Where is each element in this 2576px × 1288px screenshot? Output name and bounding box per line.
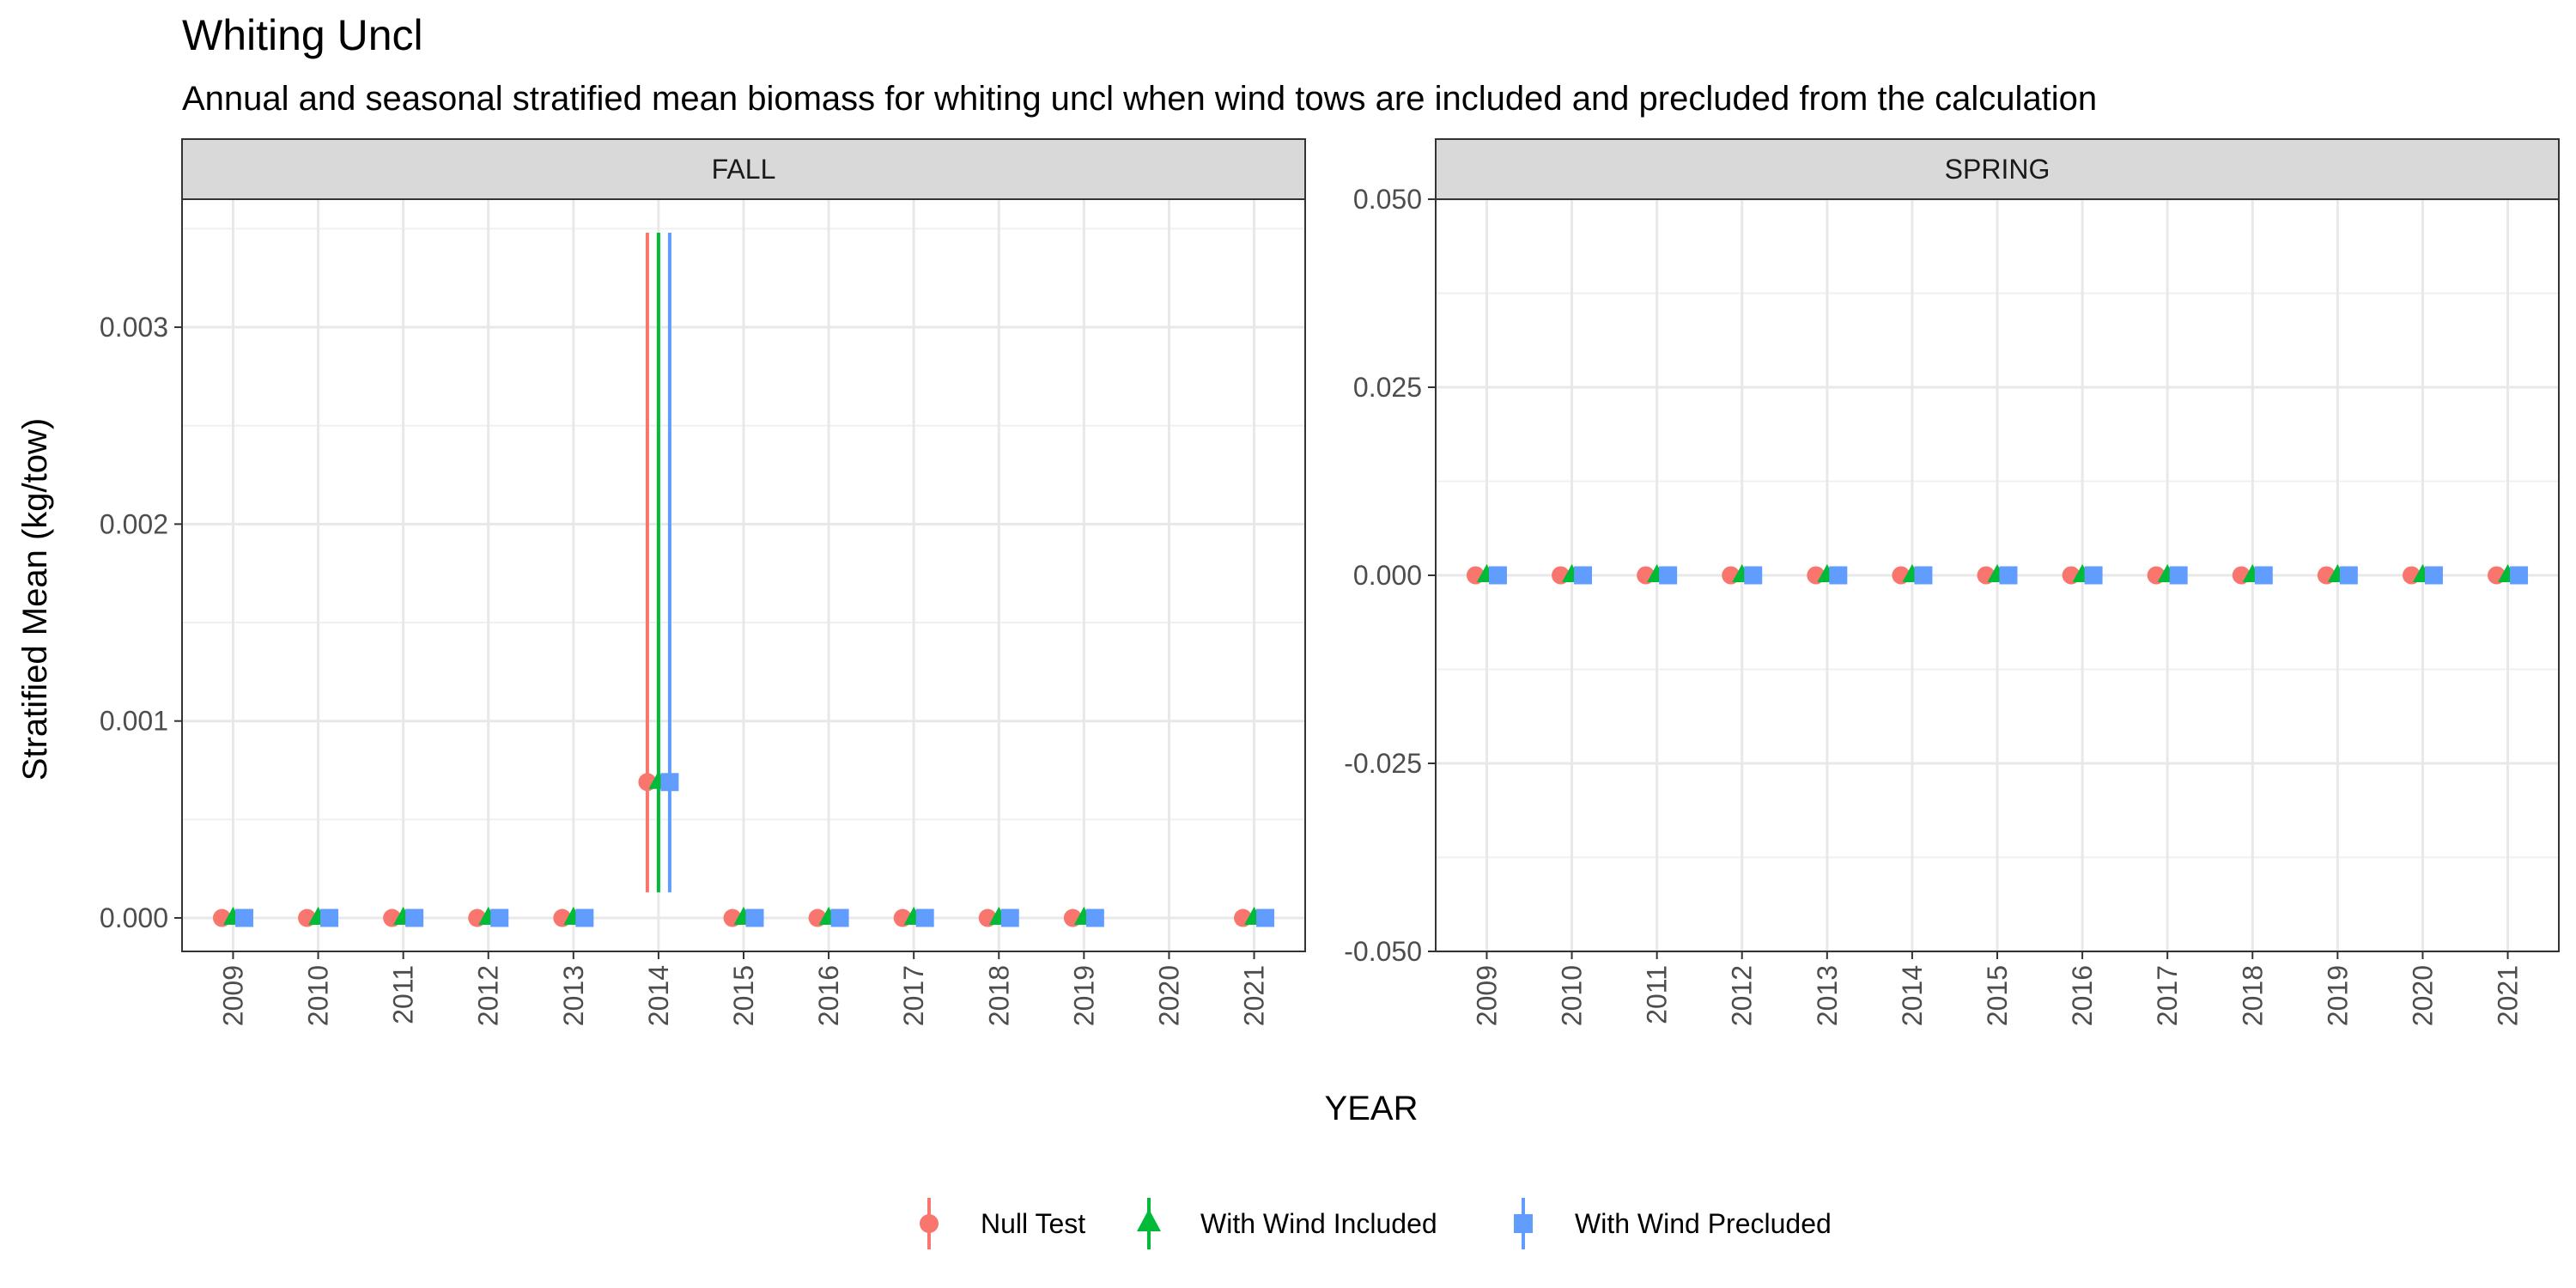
y-tick-label: -0.050 [1344, 936, 1422, 967]
data-point-wind-precluded [915, 908, 934, 927]
x-tick-label: 2019 [2322, 965, 2353, 1026]
y-tick-label: 0.000 [1353, 560, 1422, 591]
x-tick-label: 2009 [217, 965, 248, 1026]
panel-fall: FALL 0.000 0.001 0.002 0.003 2009 2010 2011 2012… [100, 138, 1306, 1026]
facet-strip-label: FALL [712, 154, 776, 185]
legend-label: With Wind Included [1200, 1208, 1437, 1239]
data-point-wind-precluded [490, 908, 509, 927]
x-tick-label: 2017 [898, 965, 929, 1026]
data-point-wind-precluded [1085, 908, 1104, 927]
x-tick-label: 2011 [388, 965, 419, 1024]
x-tick-label: 2013 [558, 965, 589, 1026]
facet-panels: FALL 0.000 0.001 0.002 0.003 2009 2010 2011 2012… [100, 138, 2560, 1026]
data-point-wind-precluded [320, 908, 339, 927]
legend-entry: With Wind Precluded [1514, 1198, 1832, 1249]
data-point-wind-precluded [1999, 566, 2018, 585]
y-tick-label: 0.003 [100, 312, 168, 343]
x-axis-title: YEAR [1325, 1090, 1419, 1127]
x-tick-label: 2018 [2237, 965, 2268, 1026]
chart-title: Whiting Uncl [182, 11, 423, 59]
x-tick-label: 2016 [2067, 965, 2098, 1026]
x-tick-label: 2019 [1068, 965, 1099, 1026]
data-point-wind-precluded [1829, 566, 1848, 585]
x-tick-label: 2020 [2407, 965, 2438, 1026]
y-tick-label: 0.001 [100, 706, 168, 737]
legend-entry: With Wind Included [1137, 1198, 1437, 1249]
facet-strip-label: SPRING [1945, 154, 2050, 185]
x-tick-label: 2010 [303, 965, 334, 1026]
legend: Null Test With Wind Included With Wind Pre… [920, 1198, 1832, 1249]
x-tick-label: 2010 [1557, 965, 1588, 1026]
legend-entry: Null Test [920, 1198, 1085, 1249]
y-tick-label: 0.000 [100, 902, 168, 933]
x-tick-label: 2015 [728, 965, 759, 1026]
data-point-wind-precluded [1256, 908, 1275, 927]
x-tick-label: 2013 [1812, 965, 1843, 1026]
y-tick-label: 0.002 [100, 508, 168, 539]
x-tick-label: 2016 [813, 965, 844, 1026]
facet-strip [1435, 138, 2560, 200]
x-tick-label: 2012 [1727, 965, 1758, 1026]
x-tick-label: 2011 [1642, 965, 1673, 1024]
legend-label: With Wind Precluded [1575, 1208, 1832, 1239]
data-point-wind-precluded [575, 908, 594, 927]
y-axis-title: Stratified Mean (kg/tow) [16, 418, 54, 781]
y-tick-label: -0.025 [1344, 748, 1422, 779]
x-tick-label: 2020 [1153, 965, 1184, 1026]
x-tick-label: 2015 [1982, 965, 2013, 1026]
x-tick-label: 2021 [1239, 965, 1270, 1026]
legend-key-square [1514, 1214, 1533, 1233]
data-point-wind-precluded [745, 908, 764, 927]
facet-strip [181, 138, 1306, 200]
data-point-wind-precluded [1914, 566, 1933, 585]
x-tick-label: 2014 [643, 965, 674, 1026]
data-point-wind-precluded [1659, 566, 1678, 585]
data-point-wind-precluded [1744, 566, 1763, 585]
chart-subtitle: Annual and seasonal stratified mean biom… [182, 80, 2097, 118]
data-point-wind-precluded [2424, 566, 2443, 585]
data-point-wind-precluded [234, 908, 253, 927]
x-tick-label: 2021 [2493, 965, 2524, 1026]
data-point-wind-precluded [830, 908, 849, 927]
data-point-wind-precluded [2339, 566, 2358, 585]
legend-key-triangle [1137, 1209, 1161, 1231]
data-point-wind-precluded [1000, 908, 1019, 927]
x-tick-label: 2017 [2152, 965, 2183, 1026]
data-point-wind-precluded [2084, 566, 2103, 585]
data-point-wind-precluded [2254, 566, 2273, 585]
data-point-wind-precluded [1488, 566, 1507, 585]
data-point-wind-precluded [405, 908, 424, 927]
x-tick-label: 2018 [983, 965, 1014, 1026]
y-tick-label: 0.025 [1353, 372, 1422, 403]
data-point-wind-precluded [660, 773, 679, 792]
data-point-wind-precluded [2169, 566, 2188, 585]
data-point-wind-precluded [1574, 566, 1593, 585]
legend-label: Null Test [981, 1208, 1085, 1239]
data-point-wind-precluded [2510, 566, 2529, 585]
x-tick-label: 2009 [1471, 965, 1502, 1026]
legend-key-circle [920, 1214, 939, 1233]
x-tick-label: 2014 [1897, 965, 1928, 1026]
panel-spring: SPRING -0.050 -0.025 0.000 0.025 0.050 2009 201… [1344, 138, 2560, 1026]
x-tick-label: 2012 [473, 965, 504, 1026]
y-tick-label: 0.050 [1353, 184, 1422, 215]
